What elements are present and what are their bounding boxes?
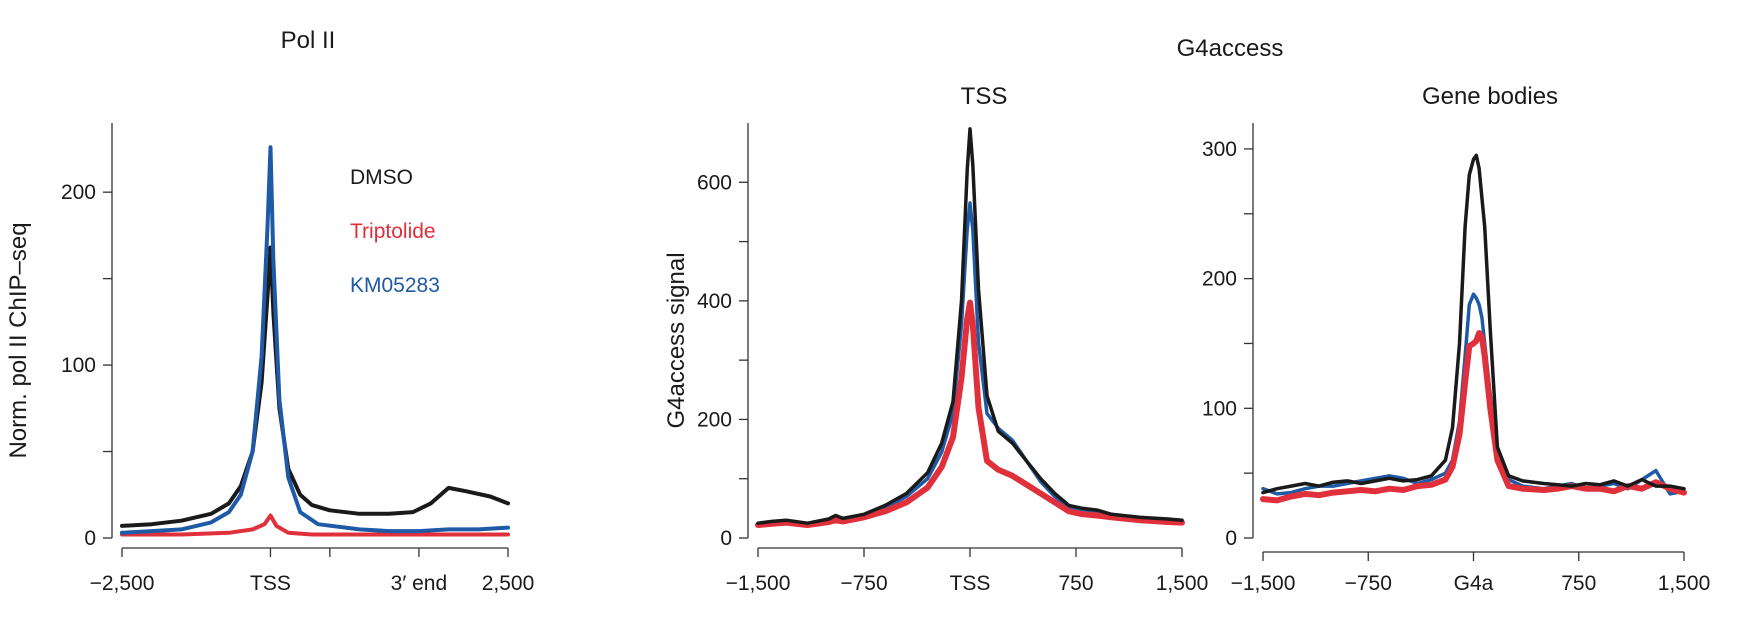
x-tick-label: −750 <box>840 572 887 595</box>
legend-entry-triptolide: Triptolide <box>350 220 436 243</box>
y-tick-label: 0 <box>84 527 96 550</box>
x-tick-label: 750 <box>1561 572 1596 595</box>
x-tick-label: TSS <box>250 572 291 595</box>
x-tick-label: 1,500 <box>1658 572 1711 595</box>
y-tick-label: 200 <box>1202 268 1237 291</box>
legend-entry-dmso: DMSO <box>350 166 413 189</box>
series-line-km05283 <box>120 145 510 535</box>
chart-panel-1: Pol II Norm. pol II ChIP–seq 0 100 200 −2,500… <box>5 27 534 595</box>
y-tick-label: 600 <box>697 171 732 194</box>
x-tick-label: G4a <box>1454 572 1494 595</box>
series-line-triptolide <box>1260 330 1687 504</box>
y-tick-label: 300 <box>1202 138 1237 161</box>
series-line-dmso <box>1261 153 1686 495</box>
x-tick-label: −1,500 <box>1231 572 1296 595</box>
y-tick-label: 200 <box>697 408 732 431</box>
x-tick-label: −1,500 <box>726 572 791 595</box>
chart-panels: Pol II Norm. pol II ChIP–seq 0 100 200 −2,500… <box>5 27 1710 595</box>
y-tick-label: 0 <box>1225 527 1237 550</box>
legend-entry-km05283: KM05283 <box>350 274 440 297</box>
y-tick-label: 200 <box>61 181 96 204</box>
series-line-dmso <box>756 127 1184 525</box>
chart-title: Pol II <box>281 27 336 54</box>
y-tick-label: 100 <box>61 354 96 377</box>
x-tick-label: 750 <box>1058 572 1093 595</box>
x-tick-label: 1,500 <box>1156 572 1209 595</box>
y-tick-label: 0 <box>720 527 732 550</box>
series-line-triptolide <box>120 513 510 537</box>
y-axis-label: Norm. pol II ChIP–seq <box>5 222 32 458</box>
series-line-dmso <box>120 245 510 528</box>
chart-title: TSS <box>961 83 1008 110</box>
chart-panel-3: Gene bodies 0 100 200 300 −1,500 −750 G4a 750 1,5… <box>1202 83 1710 595</box>
group-title: G4access <box>1177 35 1284 62</box>
chart-title: Gene bodies <box>1422 83 1558 110</box>
x-tick-label: −750 <box>1345 572 1392 595</box>
x-tick-label: TSS <box>950 572 991 595</box>
legend: DMSO Triptolide KM05283 <box>350 166 440 297</box>
chart-panel-2: TSS G4access signal 0 200 400 600 −1,500 −750 TS… <box>663 83 1208 595</box>
y-tick-label: 400 <box>697 290 732 313</box>
x-tick-label: −2,500 <box>90 572 155 595</box>
series-line-km05283 <box>1261 292 1686 496</box>
series-line-triptolide <box>755 299 1185 528</box>
y-axis-label: G4access signal <box>663 252 690 428</box>
series-line-km05283 <box>756 201 1184 527</box>
x-tick-label: 3′ end <box>391 572 448 595</box>
x-tick-label: 2,500 <box>482 572 535 595</box>
y-tick-label: 100 <box>1202 397 1237 420</box>
